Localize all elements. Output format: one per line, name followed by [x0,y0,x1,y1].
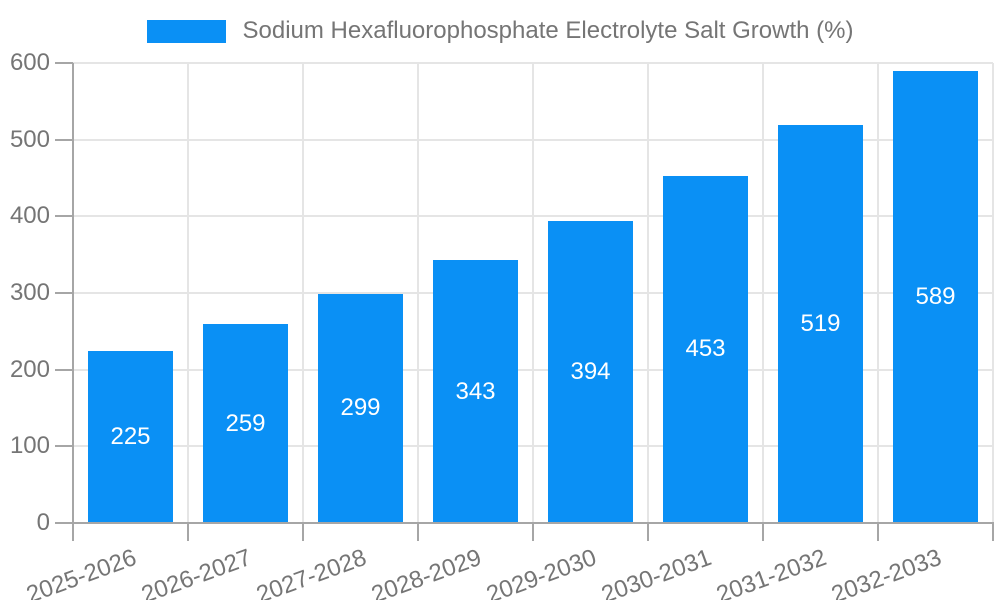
y-axis-tick-label: 200 [9,355,50,383]
gridline-v [762,63,764,523]
bar-value-label: 299 [340,394,381,422]
bar-2025-2026[interactable]: 225 [88,350,173,523]
y-axis-tick-label: 100 [9,432,50,460]
y-axis-tick [55,368,73,371]
legend-swatch-icon [146,19,226,43]
x-axis-tick [417,523,419,541]
y-axis-tick-label: 500 [9,125,50,153]
gridline-v [417,63,419,523]
bar-2029-2030[interactable]: 394 [548,220,633,523]
bar-value-label: 259 [225,409,266,437]
x-axis-tick-label: 2030-2031 [597,544,715,600]
bar-2026-2027[interactable]: 259 [203,324,288,523]
y-axis-tick [55,292,73,294]
x-axis-tick [532,523,534,541]
gridline-v [532,63,534,523]
gridline-v [647,63,649,523]
y-axis-tick-label: 300 [9,279,50,306]
gridline-v [992,63,994,523]
y-axis-tick-label: 0 [36,509,50,536]
y-axis-tick [55,138,73,141]
x-axis-tick-label: 2027-2028 [252,544,370,600]
y-axis-tick-label: 400 [9,202,50,230]
x-axis-tick [877,523,879,541]
x-axis-tick-label: 2029-2030 [482,544,600,600]
bar-2028-2029[interactable]: 343 [433,260,518,523]
bar-value-label: 453 [685,335,726,363]
x-axis-tick [302,523,304,541]
y-axis-line [72,63,74,541]
x-axis-tick-label: 2026-2027 [137,544,255,600]
y-axis-tick [55,445,73,448]
legend: Sodium Hexafluorophosphate Electrolyte S… [0,17,1000,45]
legend-item[interactable]: Sodium Hexafluorophosphate Electrolyte S… [146,17,854,45]
bar-value-label: 343 [455,377,496,405]
gridline-v [302,63,304,523]
x-axis-tick [762,523,764,541]
x-axis-tick-label: 2025-2026 [22,544,140,600]
y-axis-tick [55,215,73,218]
gridline-v [877,63,879,523]
bar-value-label: 225 [110,422,151,450]
y-axis-tick-label: 600 [9,49,50,76]
bar-value-label: 519 [800,310,841,338]
x-axis-tick-label: 2032-2033 [827,544,945,600]
bar-2027-2028[interactable]: 299 [318,293,403,523]
x-axis-tick-label: 2031-2032 [712,544,830,600]
y-axis-tick [55,62,73,64]
x-axis-tick [187,523,189,541]
y-axis-tick [55,522,73,524]
x-axis-tick [992,523,994,541]
bar-2032-2033[interactable]: 589 [893,71,978,523]
x-axis-tick [647,523,649,541]
bar-2030-2031[interactable]: 453 [663,175,748,523]
bar-value-label: 589 [915,283,956,311]
x-axis-tick-label: 2028-2029 [367,544,485,600]
legend-label: Sodium Hexafluorophosphate Electrolyte S… [242,17,854,44]
plot-area: 225 259 299 343 394 453 519 589 [73,62,994,523]
bar-2031-2032[interactable]: 519 [778,125,863,523]
gridline-v [187,63,189,523]
bar-value-label: 394 [570,357,611,385]
x-axis-tick [72,523,74,541]
